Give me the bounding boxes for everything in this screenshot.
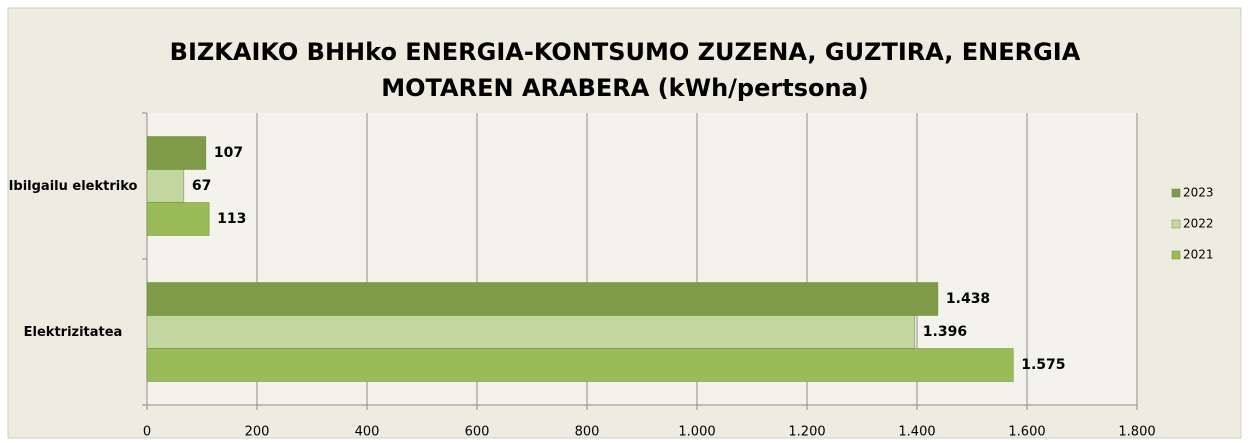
legend-label: 2021 [1183, 248, 1214, 262]
x-tick-label: 1.800 [1118, 425, 1155, 440]
bar [146, 202, 210, 236]
bar [146, 348, 1014, 382]
value-label: 107 [214, 145, 243, 161]
value-label: 113 [217, 211, 246, 227]
legend-label: 2022 [1183, 217, 1214, 231]
legend-swatch [1171, 250, 1181, 260]
y-tick-label: Ibilgailu elektriko [8, 178, 138, 194]
value-label: 1.575 [1021, 357, 1065, 373]
x-tick-label: 1.600 [1008, 425, 1045, 440]
y-tick-label: Elektrizitatea [23, 324, 123, 340]
x-tick-label: 200 [245, 425, 270, 440]
legend-swatch [1171, 219, 1181, 229]
x-tick-label: 400 [355, 425, 380, 440]
x-tick-label: 1.000 [678, 425, 715, 440]
legend-swatch [1171, 188, 1181, 198]
value-label: 67 [192, 178, 211, 194]
x-tick-label: 1.400 [898, 425, 935, 440]
value-label: 1.438 [946, 291, 990, 307]
bar [146, 282, 939, 316]
x-tick-label: 800 [575, 425, 600, 440]
x-tick-label: 0 [143, 425, 151, 440]
bar [146, 169, 185, 203]
x-tick-label: 1.200 [788, 425, 825, 440]
bar [146, 136, 207, 170]
value-label: 1.396 [923, 324, 967, 340]
bar [146, 315, 916, 349]
legend-label: 2023 [1183, 186, 1214, 200]
chart-title: BIZKAIKO BHHko ENERGIA-KONTSUMO ZUZENA, … [169, 38, 1081, 102]
x-tick-label: 600 [465, 425, 490, 440]
